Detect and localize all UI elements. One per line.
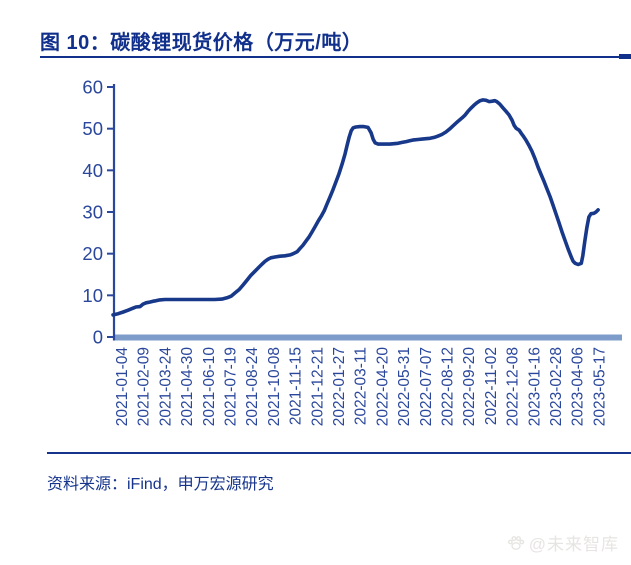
paw-icon <box>507 535 524 550</box>
x-tick-label: 2022-12-08 <box>505 347 522 426</box>
title-underline <box>40 56 631 58</box>
title-underline-endcap <box>619 54 631 59</box>
x-tick-label: 2021-06-10 <box>201 347 218 427</box>
x-tick-label: 2022-09-20 <box>461 347 478 427</box>
watermark: @未来智库 <box>507 530 619 555</box>
x-tick-label: 2023-02-28 <box>548 347 565 426</box>
y-tick-label: 60 <box>82 77 103 98</box>
x-axis-bar <box>113 334 622 341</box>
price-series-line <box>111 98 600 317</box>
x-tick-label: 2023-04-06 <box>570 347 587 426</box>
x-tick-label: 2021-07-19 <box>223 347 240 426</box>
source-text: 资料来源：iFind，申万宏源研究 <box>47 476 274 493</box>
x-tick-label: 2021-02-09 <box>136 347 153 426</box>
x-tick-label: 2023-01-16 <box>526 347 543 426</box>
x-tick-label: 2021-10-08 <box>266 347 283 426</box>
x-tick-label: 2021-08-24 <box>244 347 261 427</box>
x-tick-label: 2022-08-12 <box>440 347 457 426</box>
price-line-chart: 0 10 20 30 40 50 60 2021-01-04 2021-02-09 2021-03… <box>82 77 622 427</box>
x-tick-label: 2021-03-24 <box>157 347 174 427</box>
x-tick-label: 2021-12-21 <box>309 347 326 426</box>
x-tick-label: 2022-11-02 <box>483 347 500 425</box>
figure-title: 图 10：碳酸锂现货价格（万元/吨） <box>40 32 363 54</box>
x-tick-label: 2022-05-31 <box>396 347 413 426</box>
x-tick-label: 2022-04-20 <box>374 347 391 427</box>
x-tick-label: 2021-01-04 <box>114 347 131 427</box>
y-tick-label: 30 <box>82 202 103 223</box>
x-tick-label: 2021-04-30 <box>179 347 196 427</box>
y-tick-label: 20 <box>82 243 103 264</box>
x-tick-label: 2022-07-07 <box>418 347 435 426</box>
watermark-text: @未来智库 <box>528 535 619 554</box>
y-tick-label: 40 <box>82 160 103 181</box>
x-tick-label: 2022-03-11 <box>353 347 370 425</box>
footer-divider <box>47 452 631 454</box>
y-tick-label: 0 <box>93 327 103 348</box>
y-tick-label: 50 <box>82 118 103 139</box>
x-tick-label: 2021-11-15 <box>288 347 305 425</box>
x-tick-label: 2023-05-17 <box>591 347 608 426</box>
x-tick-label: 2022-01-27 <box>331 347 348 426</box>
y-tick-label: 10 <box>82 285 103 306</box>
